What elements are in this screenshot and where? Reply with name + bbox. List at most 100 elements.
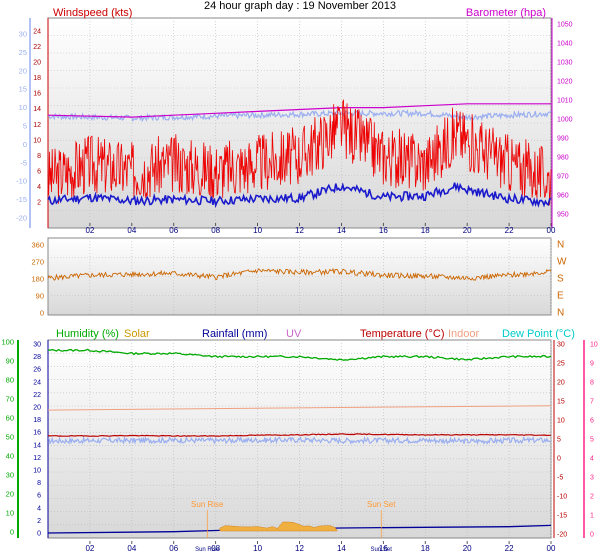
uv-tick-label: 3 xyxy=(590,475,594,482)
page-title: 24 hour graph day : 19 November 2013 xyxy=(203,0,397,12)
sunrise-axis-tag: Sun Rise xyxy=(195,547,220,553)
indoor-line xyxy=(47,405,552,411)
uv-tick-label: 10 xyxy=(590,342,598,349)
x-tick-label: 16 xyxy=(379,226,388,235)
temperature-tick-label: 20 xyxy=(557,380,565,387)
windspeed-tick-label: 14 xyxy=(33,106,41,113)
windspeed-tick-label: 24 xyxy=(33,29,41,36)
temperature-tick-label: 15 xyxy=(557,399,565,406)
x-tick-label-bottom: 18 xyxy=(421,544,430,553)
x-tick-label: 18 xyxy=(421,226,430,235)
uv-tick-label: 2 xyxy=(590,494,594,501)
outer-left-tick-label: 10 xyxy=(19,103,27,112)
temperature-tick-label: 25 xyxy=(557,361,565,368)
rainfall-tick-label: 22 xyxy=(33,392,41,399)
x-tick-label-bottom: 12 xyxy=(295,544,304,553)
uv-tick-label: 0 xyxy=(590,532,594,539)
rainfall-tick-label: 14 xyxy=(33,442,41,449)
outer-left-tick-label: 30 xyxy=(19,30,27,39)
uv-tick-label: 9 xyxy=(590,361,594,368)
rainfall-tick-label: 0 xyxy=(37,531,41,538)
outer-left-tick-label: -10 xyxy=(16,177,27,186)
barometer-tick-label: 990 xyxy=(557,136,569,143)
x-tick-label: 20 xyxy=(463,226,472,235)
humidity-tick-label: 90 xyxy=(6,357,14,366)
outer-left-tick-label: -20 xyxy=(16,214,27,223)
wind-average-line xyxy=(47,182,552,209)
windspeed-tick-label: 22 xyxy=(33,44,41,51)
x-tick-label-bottom: 08 xyxy=(211,544,220,553)
legend-entry: Rainfall (mm) xyxy=(202,328,267,340)
wind-direction-line xyxy=(47,267,552,281)
x-tick-label: 08 xyxy=(211,226,220,235)
wind-gust-line xyxy=(47,98,552,206)
compass-label: S xyxy=(557,274,564,285)
temperature-line xyxy=(47,433,551,437)
barometer-tick-label: 1000 xyxy=(557,117,573,124)
windspeed-tick-label: 10 xyxy=(33,137,41,144)
temperature-tick-label: 5 xyxy=(557,437,561,444)
uv-tick-label: 5 xyxy=(590,437,594,444)
windspeed-tick-label: 8 xyxy=(37,153,41,160)
x-tick-label: 02 xyxy=(85,226,94,235)
barometer-tick-label: 1050 xyxy=(557,22,573,29)
rainfall-tick-label: 2 xyxy=(37,518,41,525)
humidity-tick-label: 0 xyxy=(10,528,14,537)
rainfall-tick-label: 24 xyxy=(33,379,41,386)
rainfall-tick-label: 28 xyxy=(33,354,41,361)
barometer-tick-label: 950 xyxy=(557,212,569,219)
legend-entry: UV xyxy=(286,328,302,340)
humidity-tick-label: 70 xyxy=(6,395,14,404)
x-tick-label: 12 xyxy=(295,226,304,235)
compass-label: N xyxy=(557,240,564,251)
temperature-tick-label: -20 xyxy=(557,532,567,539)
barometer-tick-label: 1010 xyxy=(557,98,573,105)
x-tick-label-bottom: 22 xyxy=(505,544,514,553)
windspeed-tick-label: 12 xyxy=(33,122,41,129)
legend-entry: Humidity (%) xyxy=(56,328,119,340)
uv-tick-label: 8 xyxy=(590,380,594,387)
outer-left-tick-label: 25 xyxy=(19,48,27,57)
x-tick-label: 22 xyxy=(505,226,514,235)
humidity-tick-label: 100 xyxy=(1,338,14,347)
rainfall-tick-label: 18 xyxy=(33,417,41,424)
x-tick-label: 00 xyxy=(547,226,556,235)
windspeed-tick-label: 18 xyxy=(33,75,41,82)
x-tick-label-bottom: 20 xyxy=(463,544,472,553)
barometer-axis-label: Barometer (hpa) xyxy=(466,7,546,19)
outer-left-tick-label: 5 xyxy=(23,122,27,131)
humidity-tick-label: 30 xyxy=(6,471,14,480)
legend-entry: Indoor xyxy=(448,328,480,340)
direction-tick-label: 270 xyxy=(31,258,44,267)
humidity-tick-label: 50 xyxy=(6,433,14,442)
barometer-tick-label: 1020 xyxy=(557,79,573,86)
humidity-line xyxy=(47,348,552,361)
x-tick-label: 14 xyxy=(337,226,346,235)
rainfall-tick-label: 20 xyxy=(33,405,41,412)
temperature-tick-label: -10 xyxy=(557,494,567,501)
x-tick-label-bottom: 14 xyxy=(337,544,346,553)
rainfall-tick-label: 8 xyxy=(37,480,41,487)
uv-tick-label: 6 xyxy=(590,418,594,425)
x-tick-label-bottom: 04 xyxy=(127,544,136,553)
windspeed-tick-label: 2 xyxy=(37,200,41,207)
temperature-tick-label: 0 xyxy=(557,456,561,463)
rainfall-tick-label: 26 xyxy=(33,367,41,374)
uv-tick-label: 7 xyxy=(590,399,594,406)
windspeed-tick-label: 6 xyxy=(37,168,41,175)
direction-tick-label: 90 xyxy=(36,292,44,301)
humidity-tick-label: 80 xyxy=(6,376,14,385)
rainfall-tick-label: 6 xyxy=(37,493,41,500)
humidity-tick-label: 60 xyxy=(6,414,14,423)
barometer-line xyxy=(47,103,551,118)
barometer-tick-label: 1030 xyxy=(557,60,573,67)
barometer-tick-label: 960 xyxy=(557,193,569,200)
legend-entry: Temperature (°C) xyxy=(360,328,444,340)
barometer-tick-label: 980 xyxy=(557,155,569,162)
uv-tick-label: 4 xyxy=(590,456,594,463)
rainfall-tick-label: 30 xyxy=(33,342,41,349)
direction-tick-label: 180 xyxy=(31,275,44,284)
x-tick-label: 10 xyxy=(253,226,262,235)
